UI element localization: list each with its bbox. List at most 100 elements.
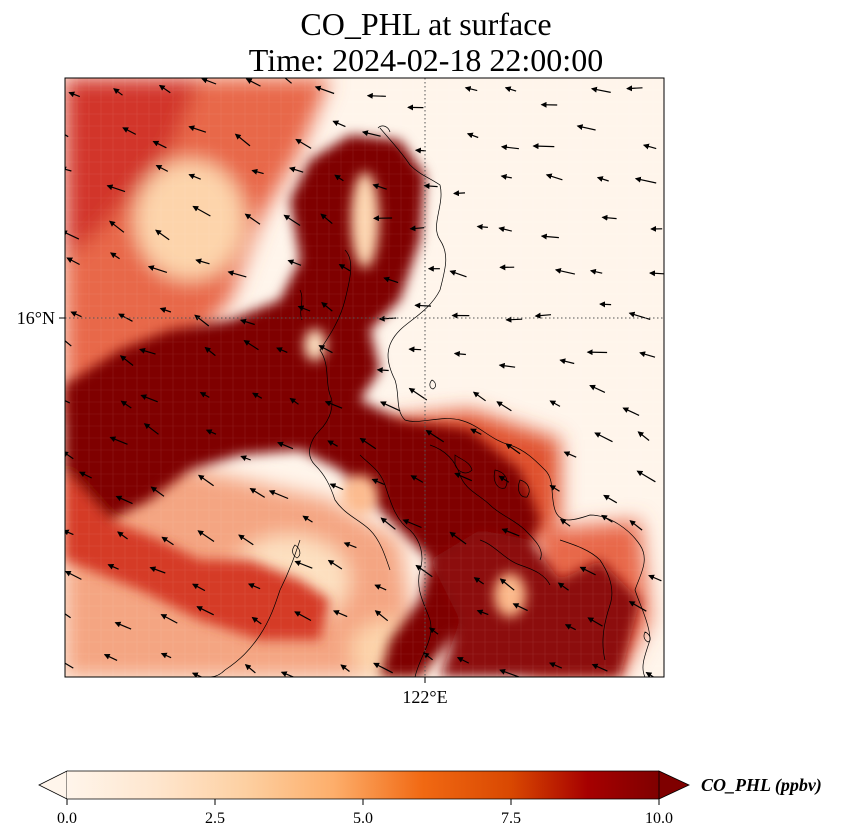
wind-arrow: [70, 311, 82, 318]
wind-arrow: [197, 530, 215, 542]
wind-arrow: [113, 88, 123, 96]
wind-arrow: [579, 566, 596, 576]
colorbar-tick-label: 2.5: [205, 810, 225, 827]
wind-arrow: [289, 397, 299, 405]
wind-arrow: [476, 609, 489, 616]
wind-arrow: [423, 183, 438, 190]
wind-arrow: [197, 474, 214, 487]
wind-arrow: [161, 536, 174, 546]
lat-label: 16°N: [17, 308, 55, 328]
wind-arrow: [188, 173, 201, 180]
wind-arrow: [414, 147, 426, 154]
wind-arrow: [115, 495, 133, 505]
wind-arrow: [239, 318, 255, 326]
wind-arrow: [109, 252, 120, 260]
wind-arrow: [549, 484, 560, 492]
wind-arrow: [498, 226, 512, 233]
coastlines: [209, 125, 651, 677]
wind-arrow: [415, 564, 433, 578]
wind-arrow: [294, 611, 312, 622]
wind-arrow: [380, 517, 396, 530]
wind-arrow: [234, 133, 251, 147]
wind-arrow: [512, 603, 528, 612]
wind-arrow: [147, 265, 168, 273]
wind-arrow: [473, 577, 485, 585]
wind-arrow: [283, 214, 301, 227]
wind-arrow: [249, 487, 266, 498]
wind-arrow: [505, 316, 523, 323]
wind-arrow: [590, 86, 611, 93]
wind-arrow: [425, 430, 445, 443]
wind-arrow: [589, 384, 606, 393]
wind-arrow: [628, 601, 647, 612]
wind-arrow: [340, 664, 350, 672]
wind-arrow: [587, 617, 603, 627]
wind-arrow: [195, 258, 210, 265]
wind-arrow: [504, 86, 517, 93]
wind-arrow: [227, 270, 247, 278]
wind-arrow: [559, 518, 571, 527]
wind-arrow: [327, 440, 338, 447]
wind-arrow: [204, 346, 216, 357]
wind-arrow: [637, 431, 650, 441]
wind-arrow: [287, 259, 302, 266]
wind-arrow: [334, 174, 344, 182]
wind-arrow: [545, 173, 563, 181]
wind-arrow: [372, 183, 387, 190]
wind-arrow: [192, 583, 206, 592]
wind-arrow: [103, 654, 118, 661]
wind-arrow: [65, 166, 72, 173]
wind-arrow: [596, 176, 609, 182]
wind-arrow: [402, 519, 422, 529]
wind-arrow: [454, 472, 473, 482]
wind-arrow: [240, 455, 251, 461]
wind-arrow: [576, 124, 596, 131]
colorbar-tick-label: 10.0: [645, 810, 673, 827]
wind-arrow: [603, 494, 618, 504]
wind-arrow: [642, 143, 657, 150]
wind-arrow: [496, 401, 512, 412]
wind-arrow: [321, 301, 333, 312]
wind-arrow: [449, 531, 467, 545]
wind-arrow: [329, 483, 344, 491]
wind-arrow: [65, 613, 71, 619]
colorbar-tick-label: 0.0: [57, 810, 77, 827]
wind-arrow: [410, 475, 424, 483]
wind-arrow: [277, 441, 294, 450]
wind-arrow: [247, 583, 261, 590]
wind-arrow: [140, 394, 158, 403]
wind-arrow: [244, 664, 256, 674]
wind-arrow: [634, 176, 657, 184]
wind-arrow: [155, 164, 169, 172]
wind-arrow: [155, 229, 170, 241]
wind-arrow: [65, 134, 69, 138]
wind-arrow: [622, 407, 640, 416]
wind-arrow: [318, 345, 333, 354]
wind-arrow: [379, 401, 401, 412]
wind-arrow: [601, 514, 613, 523]
wind-arrow: [409, 225, 425, 232]
wind-arrow: [557, 582, 569, 591]
wind-arrow: [117, 531, 128, 540]
wind-arrow: [470, 428, 482, 435]
wind-arrow: [196, 606, 214, 616]
wind-arrow: [251, 616, 262, 625]
wind-arrow: [408, 346, 422, 353]
wind-arrow: [160, 614, 178, 624]
wind-arrow: [205, 429, 217, 435]
wind-vectors: [65, 78, 664, 677]
wind-arrow: [65, 340, 72, 347]
wind-arrow: [636, 470, 656, 483]
wind-arrow: [302, 515, 313, 523]
wind-arrow: [252, 392, 263, 399]
wind-arrow: [65, 230, 80, 240]
wind-arrow: [245, 78, 261, 87]
wind-arrow: [532, 143, 555, 150]
colorbar-extend-low: [38, 770, 68, 800]
wind-arrow: [500, 174, 512, 180]
wind-arrow: [648, 574, 662, 582]
wind-arrow: [414, 302, 432, 309]
wind-arrow: [188, 125, 207, 133]
wind-arrow: [464, 86, 478, 92]
colorbar-tick-label: 7.5: [501, 810, 521, 827]
